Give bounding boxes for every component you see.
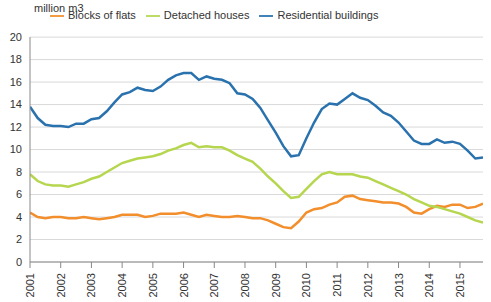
svg-text:2002: 2002 [55,273,67,297]
html-text:Detached houses: Detached houses [163,9,250,21]
svg-text:2005: 2005 [147,273,159,297]
svg-text:2008: 2008 [239,273,251,297]
svg-text:12: 12 [10,121,22,133]
svg-text:0: 0 [16,256,22,268]
svg-text:2001: 2001 [24,273,36,297]
svg-text:16: 16 [10,76,22,88]
html-text:million m3: million m3 [34,2,84,14]
svg-text:4: 4 [16,211,22,223]
svg-text:20: 20 [10,31,22,43]
svg-text:2007: 2007 [208,273,220,297]
svg-text:2013: 2013 [393,273,405,297]
svg-text:2: 2 [16,233,22,245]
svg-text:2015: 2015 [454,273,466,297]
svg-text:2012: 2012 [362,273,374,297]
svg-text:2004: 2004 [116,273,128,297]
svg-text:2003: 2003 [85,273,97,297]
html-text:Residential buildings: Residential buildings [277,9,379,21]
svg-text:10: 10 [10,143,22,155]
svg-text:6: 6 [16,188,22,200]
svg-text:2006: 2006 [178,273,190,297]
svg-text:2011: 2011 [331,273,343,297]
svg-text:2009: 2009 [270,273,282,297]
html-text:Blocks of flats: Blocks of flats [68,9,136,21]
svg-text:14: 14 [10,98,22,110]
svg-text:2010: 2010 [300,273,312,297]
svg-text:8: 8 [16,166,22,178]
svg-text:18: 18 [10,53,22,65]
svg-text:2014: 2014 [423,273,435,297]
